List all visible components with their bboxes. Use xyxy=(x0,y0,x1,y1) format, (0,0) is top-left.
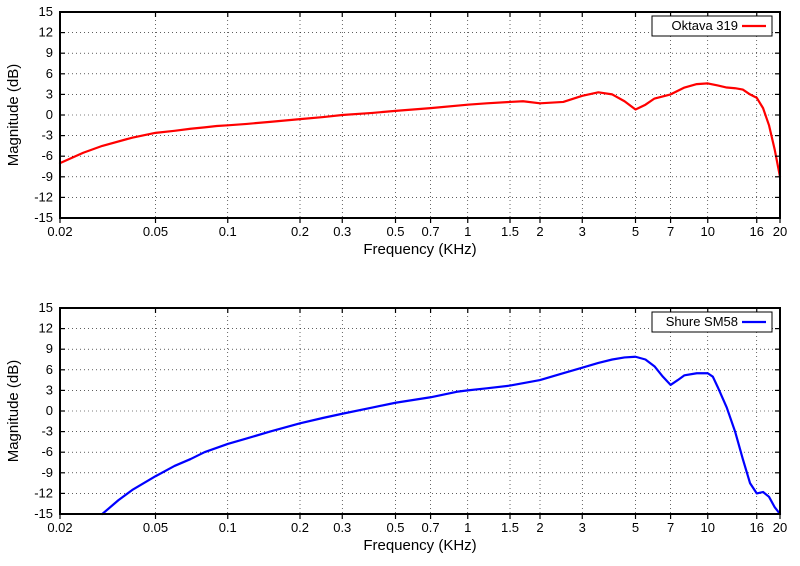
y-tick-label: 0 xyxy=(46,403,53,418)
y-tick-label: 9 xyxy=(46,45,53,60)
y-tick-label: -3 xyxy=(41,128,53,143)
x-tick-label: 3 xyxy=(579,224,586,239)
chart-svg: 0.020.050.10.20.30.50.711.52357101620-15… xyxy=(0,0,800,566)
x-tick-label: 5 xyxy=(632,520,639,535)
x-tick-label: 0.7 xyxy=(422,520,440,535)
y-tick-label: 9 xyxy=(46,341,53,356)
x-tick-label: 1.5 xyxy=(501,224,519,239)
x-tick-label: 0.7 xyxy=(422,224,440,239)
x-tick-label: 0.2 xyxy=(291,224,309,239)
x-tick-label: 0.2 xyxy=(291,520,309,535)
y-tick-label: -6 xyxy=(41,444,53,459)
y-tick-label: 15 xyxy=(39,300,53,315)
x-tick-label: 0.02 xyxy=(47,520,72,535)
x-tick-label: 0.5 xyxy=(386,224,404,239)
y-tick-label: -15 xyxy=(34,210,53,225)
x-tick-label: 16 xyxy=(750,224,764,239)
y-axis-label: Magnitude (dB) xyxy=(5,360,22,463)
y-tick-label: -12 xyxy=(34,485,53,500)
x-tick-label: 0.1 xyxy=(219,520,237,535)
x-tick-label: 7 xyxy=(667,224,674,239)
y-tick-label: 6 xyxy=(46,362,53,377)
y-tick-label: 15 xyxy=(39,4,53,19)
legend-label: Shure SM58 xyxy=(666,314,738,329)
y-tick-label: -6 xyxy=(41,148,53,163)
x-tick-label: 2 xyxy=(536,224,543,239)
x-tick-label: 1 xyxy=(464,520,471,535)
x-tick-label: 0.05 xyxy=(143,520,168,535)
x-tick-label: 16 xyxy=(750,520,764,535)
series-line xyxy=(102,357,780,514)
y-tick-label: -3 xyxy=(41,424,53,439)
y-axis-label: Magnitude (dB) xyxy=(5,64,22,167)
x-tick-label: 5 xyxy=(632,224,639,239)
x-tick-label: 7 xyxy=(667,520,674,535)
x-tick-label: 0.3 xyxy=(333,224,351,239)
x-tick-label: 0.05 xyxy=(143,224,168,239)
x-tick-label: 0.5 xyxy=(386,520,404,535)
legend-label: Oktava 319 xyxy=(672,18,739,33)
x-tick-label: 0.02 xyxy=(47,224,72,239)
y-tick-label: 6 xyxy=(46,66,53,81)
x-axis-label: Frequency (KHz) xyxy=(363,241,476,258)
x-tick-label: 20 xyxy=(773,520,787,535)
x-tick-label: 1 xyxy=(464,224,471,239)
y-tick-label: 0 xyxy=(46,107,53,122)
y-tick-label: -12 xyxy=(34,189,53,204)
y-tick-label: -9 xyxy=(41,169,53,184)
series-line xyxy=(60,83,780,176)
x-tick-label: 10 xyxy=(701,224,715,239)
x-tick-label: 20 xyxy=(773,224,787,239)
x-tick-label: 10 xyxy=(701,520,715,535)
x-tick-label: 0.1 xyxy=(219,224,237,239)
y-tick-label: 3 xyxy=(46,382,53,397)
x-tick-label: 1.5 xyxy=(501,520,519,535)
x-tick-label: 3 xyxy=(579,520,586,535)
x-tick-label: 0.3 xyxy=(333,520,351,535)
y-tick-label: -15 xyxy=(34,506,53,521)
y-tick-label: -9 xyxy=(41,465,53,480)
y-tick-label: 3 xyxy=(46,86,53,101)
x-axis-label: Frequency (KHz) xyxy=(363,537,476,554)
y-tick-label: 12 xyxy=(39,25,53,40)
x-tick-label: 2 xyxy=(536,520,543,535)
y-tick-label: 12 xyxy=(39,321,53,336)
figure-container: { "figure": { "width": 800, "height": 56… xyxy=(0,0,800,566)
